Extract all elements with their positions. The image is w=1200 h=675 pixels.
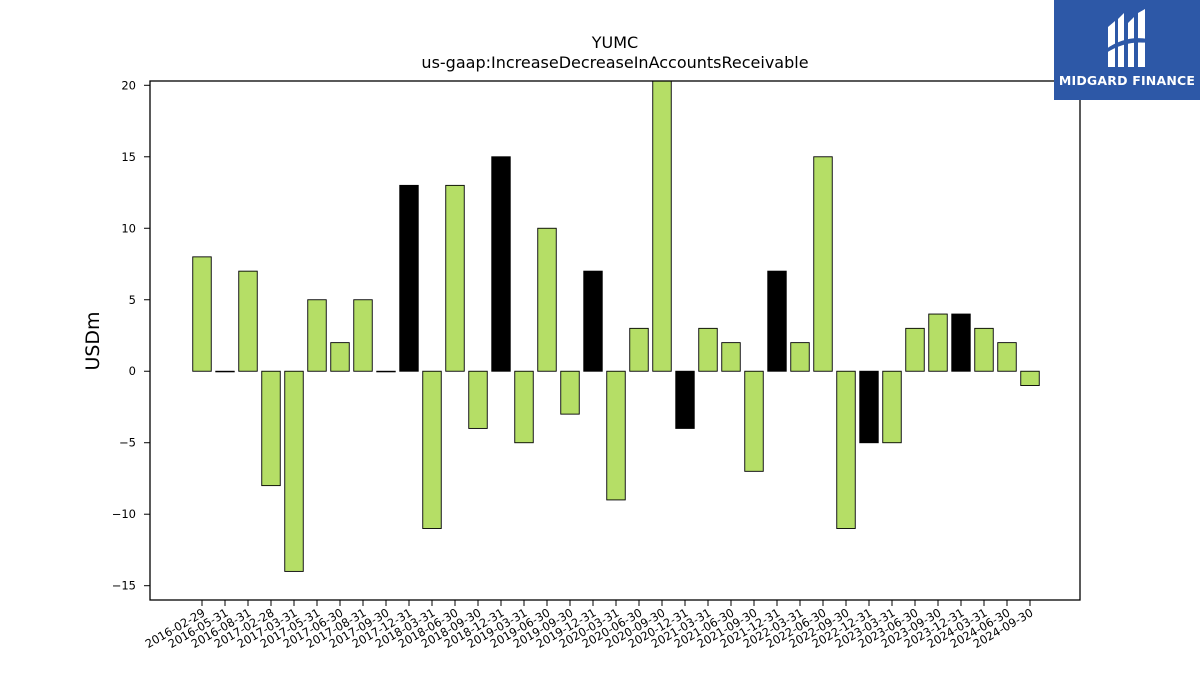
bar-2024-09-30 — [1020, 370, 1040, 386]
bar-2019-06-30 — [537, 227, 557, 372]
bar-2018-03-31 — [422, 370, 442, 529]
bar-2023-03-31 — [882, 370, 902, 444]
bar-2017-09-30 — [376, 370, 396, 373]
bar-2016-05-31 — [215, 370, 235, 373]
bar-2019-03-31 — [514, 370, 534, 444]
bar-2022-09-30 — [836, 370, 856, 529]
chart-title: YUMC — [591, 33, 638, 52]
bar-2022-12-31 — [859, 370, 879, 444]
bar-2024-06-30 — [997, 342, 1017, 372]
bars-group — [192, 81, 1040, 572]
y-tick-label: 10 — [121, 221, 136, 235]
bar-2020-12-31 — [675, 370, 695, 429]
bar-2018-09-30 — [468, 370, 488, 429]
midgard-logo-icon — [1106, 9, 1148, 67]
y-axis-label: USDm — [82, 311, 104, 370]
bar-2017-06-30 — [330, 342, 350, 372]
bar-2016-08-31 — [238, 270, 258, 372]
plot-frame — [149, 80, 1081, 601]
y-tick-label: 15 — [121, 150, 136, 164]
bar-2021-06-30 — [721, 342, 741, 372]
logo-text: MIDGARD FINANCE — [1058, 73, 1196, 88]
bar-2023-09-30 — [928, 313, 948, 372]
bar-2017-02-28 — [261, 370, 281, 487]
y-ticks-group: −15 −10 −5 0 5 10 15 20 — [112, 78, 150, 593]
bar-2017-03-31 — [284, 370, 304, 572]
bar-2023-06-30 — [905, 327, 925, 372]
bar-2017-05-31 — [307, 299, 327, 372]
bar-2016-02-29 — [192, 256, 212, 372]
bar-2021-12-31 — [767, 270, 787, 372]
bar-2023-12-31 — [951, 313, 971, 372]
y-tick-label: 5 — [129, 293, 136, 307]
y-tick-label: −5 — [119, 436, 136, 450]
bar-2018-06-30 — [445, 184, 465, 372]
y-tick-label: −15 — [112, 579, 136, 593]
bar-2022-03-31 — [790, 342, 810, 372]
bar-2022-06-30 — [813, 156, 833, 372]
y-tick-label: −10 — [112, 507, 136, 521]
bar-2019-09-30 — [560, 370, 580, 415]
bar-2019-12-31 — [583, 270, 603, 372]
bar-2020-09-30 — [652, 81, 672, 372]
bar-2017-12-31 — [399, 184, 419, 372]
chart-subtitle: us-gaap:IncreaseDecreaseInAccountsReceiv… — [421, 53, 808, 72]
y-tick-label: 20 — [121, 78, 136, 92]
bar-2021-09-30 — [744, 370, 764, 472]
bar-2017-08-31 — [353, 299, 373, 372]
x-ticks-group: 2016-02-292016-05-312016-08-312017-02-28… — [143, 600, 1036, 651]
y-tick-label: 0 — [129, 364, 136, 378]
bar-2021-03-31 — [698, 327, 718, 372]
bar-2020-03-31 — [606, 370, 626, 501]
bar-2020-06-30 — [629, 327, 649, 372]
bar-2024-03-31 — [974, 327, 994, 372]
brand-logo: MIDGARD FINANCE — [1054, 0, 1200, 100]
bar-2018-12-31 — [491, 156, 511, 372]
